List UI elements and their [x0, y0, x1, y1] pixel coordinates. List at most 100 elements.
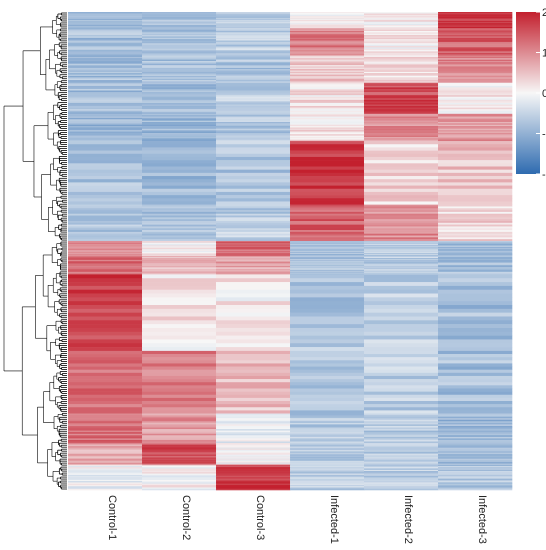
heatmap-cell [216, 444, 291, 446]
heatmap-cell [142, 239, 217, 242]
heatmap-cell [68, 160, 143, 164]
heatmap-cell [438, 58, 513, 60]
heatmap-cell [438, 438, 513, 441]
heatmap-cell [438, 435, 513, 438]
heatmap-cell [68, 17, 143, 19]
heatmap-cell [290, 459, 365, 461]
heatmap-cell [68, 106, 143, 108]
heatmap-cell [290, 482, 365, 484]
heatmap-cell [290, 110, 365, 113]
heatmap-cell [364, 458, 439, 460]
heatmap-cell [142, 443, 217, 445]
heatmap-cell [364, 35, 439, 37]
heatmap-cell [142, 169, 217, 174]
heatmap-cell [438, 460, 513, 462]
heatmap-cell [438, 117, 513, 120]
heatmap-cell [216, 37, 291, 40]
heatmap-cell [142, 260, 217, 263]
heatmap-cell [438, 119, 513, 121]
heatmap-cell [68, 264, 143, 266]
heatmap-cell [364, 36, 439, 39]
heatmap-cell [216, 62, 291, 64]
heatmap-cell [68, 260, 143, 263]
heatmap-cell [438, 422, 513, 425]
heatmap-cell [142, 28, 217, 30]
heatmap-cell [438, 269, 513, 272]
heatmap-cell [438, 29, 513, 32]
heatmap-cell [438, 59, 513, 62]
heatmap-cell [290, 266, 365, 268]
heatmap-cell [142, 58, 217, 60]
heatmap-cell [290, 354, 365, 358]
heatmap-cell [68, 27, 143, 29]
heatmap-cell [364, 459, 439, 461]
heatmap-cell [438, 301, 513, 306]
heatmap-cell [216, 127, 291, 130]
heatmap-cell [142, 163, 217, 167]
heatmap-cell [438, 201, 513, 205]
heatmap-cell [142, 136, 217, 139]
heatmap-cell [142, 469, 217, 472]
heatmap-cell [142, 465, 217, 468]
heatmap-cell [290, 19, 365, 21]
heatmap-cell [216, 350, 291, 355]
heatmap-cell [290, 208, 365, 211]
heatmap-cell [68, 147, 143, 151]
heatmap-cell [68, 179, 143, 183]
heatmap-cell [438, 219, 513, 222]
heatmap-cell [68, 185, 143, 190]
heatmap-cell [68, 182, 143, 186]
heatmap-cell [68, 239, 143, 242]
heatmap-cell [142, 55, 217, 58]
heatmap-cell [364, 462, 439, 464]
heatmap-cell [364, 465, 439, 468]
heatmap-cell [290, 250, 365, 252]
heatmap-cell [364, 52, 439, 55]
heatmap-cell [68, 268, 143, 270]
heatmap-cell [216, 246, 291, 248]
heatmap-cell [290, 455, 365, 457]
heatmap-cell [438, 98, 513, 101]
heatmap-cell [216, 347, 291, 352]
heatmap-cell [290, 439, 365, 442]
heatmap-cell [290, 452, 365, 454]
heatmap-cell [290, 55, 365, 58]
heatmap-cell [216, 191, 291, 196]
heatmap-cell [290, 130, 365, 132]
heatmap-cell [438, 273, 513, 275]
heatmap-cell [438, 429, 513, 431]
heatmap-cell [364, 153, 439, 158]
heatmap-cell [438, 191, 513, 196]
heatmap-cell [216, 252, 291, 254]
heatmap-cell [142, 101, 217, 104]
heatmap-cell [216, 343, 291, 348]
heatmap-cell [216, 273, 291, 275]
heatmap-cell [290, 249, 365, 251]
heatmap-cell [290, 252, 365, 254]
heatmap-cell [290, 65, 365, 67]
heatmap-cell [216, 468, 291, 471]
heatmap-cell [142, 327, 217, 333]
heatmap-cell [364, 29, 439, 32]
heatmap-cell [142, 273, 217, 275]
heatmap-cell [364, 235, 439, 238]
heatmap-cell [142, 285, 217, 291]
heatmap-cell [142, 237, 217, 240]
heatmap-cell [290, 113, 365, 116]
heatmap-cell [216, 16, 291, 18]
heatmap-cell [290, 96, 365, 99]
heatmap-cell [216, 249, 291, 251]
heatmap-cell [438, 407, 513, 411]
heatmap-cell [216, 16, 291, 18]
heatmap-cell [68, 272, 143, 274]
heatmap-cell [68, 84, 143, 87]
heatmap-cell [438, 472, 513, 474]
heatmap-cell [216, 453, 291, 455]
heatmap-cell [68, 487, 143, 490]
heatmap-cell [142, 12, 217, 14]
heatmap-cell [438, 482, 513, 484]
heatmap-cell [438, 257, 513, 259]
heatmap-cell [290, 106, 365, 108]
heatmap-cell [68, 474, 143, 477]
heatmap-cell [216, 87, 291, 90]
